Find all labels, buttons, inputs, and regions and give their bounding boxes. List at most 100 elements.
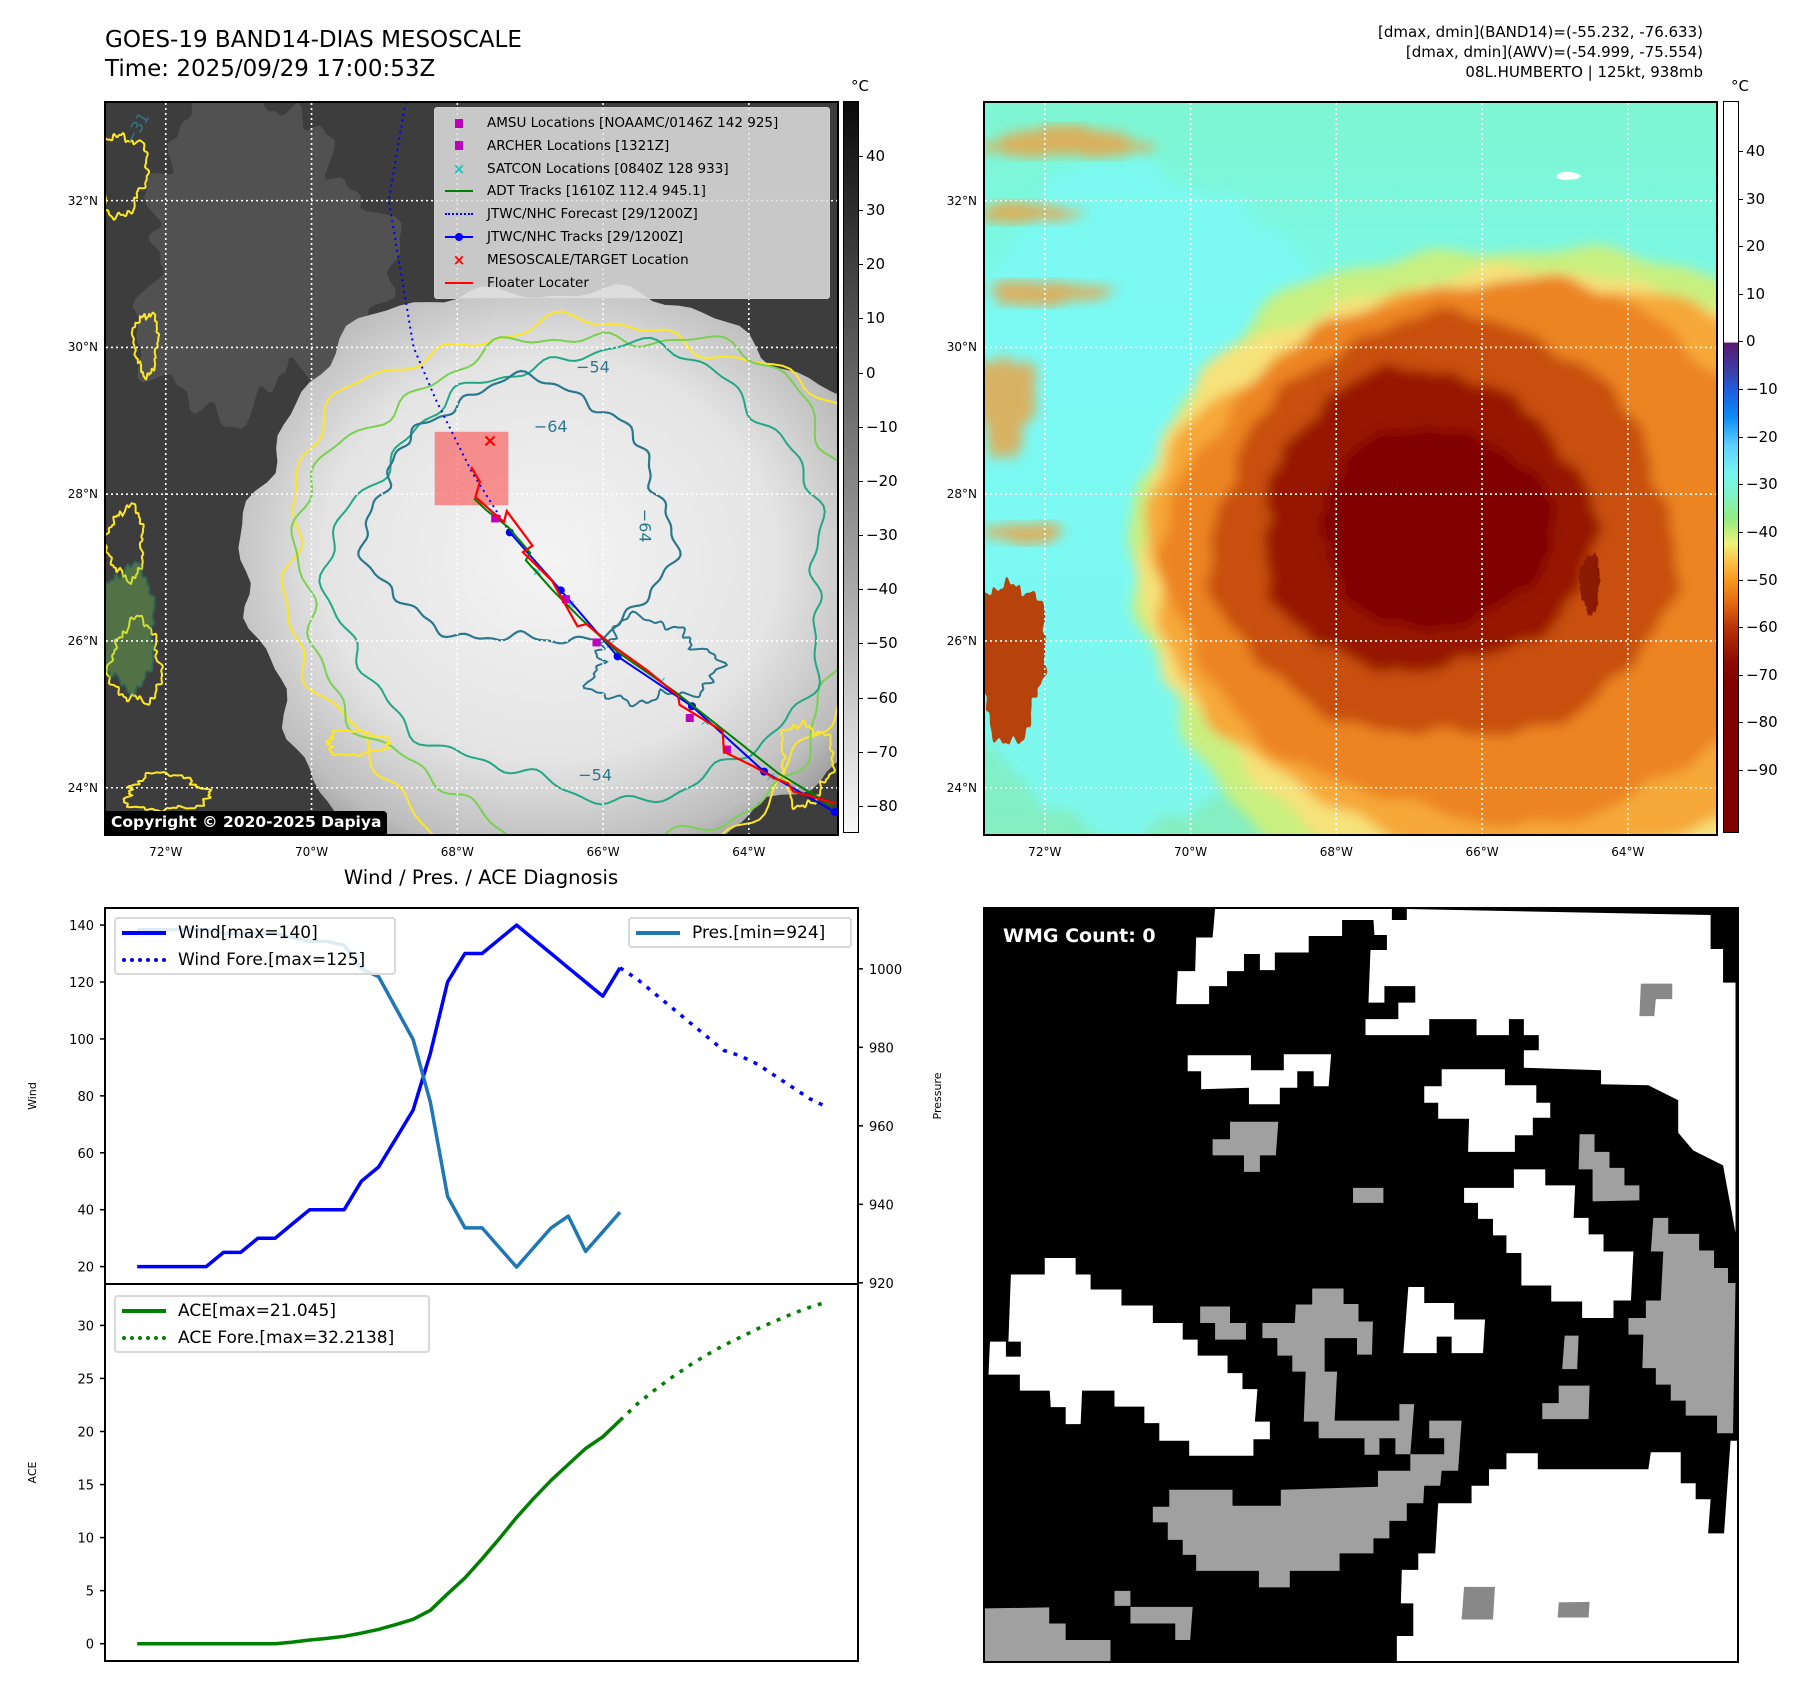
ace-axis-label: ACE xyxy=(26,1461,39,1483)
contour-line xyxy=(106,560,156,697)
latitude-label: 30°N xyxy=(946,340,977,355)
diagnostic-info: [dmax, dmin](BAND14)=(-55.232, -76.633) … xyxy=(1378,22,1703,82)
product-title: GOES-19 BAND14-DIAS MESOSCALE xyxy=(105,27,522,53)
colorbar-unit-left: °C xyxy=(851,77,869,95)
wmg-mask xyxy=(985,909,1737,1661)
series-line-pres- xyxy=(137,927,622,1269)
longitude-label: 66°W xyxy=(1465,845,1499,859)
wmg-count-label: WMG Count: 0 xyxy=(1003,925,1156,947)
colorbar-tick-label: 20 xyxy=(1738,237,1766,256)
colorbar-tick-label: 30 xyxy=(858,200,886,219)
map-legend-item: ARCHER Locations [1321Z] xyxy=(435,135,669,157)
satcon-marker: × xyxy=(532,564,543,579)
diagnosis-charts: 20406080100120140Wind9209409609801000Pre… xyxy=(26,907,944,1662)
wmg-dark-gray-regions xyxy=(1461,983,1673,1620)
floater-track xyxy=(470,466,836,805)
storm-cloud-layer xyxy=(1320,427,1556,632)
colorbar-tick-label: 0 xyxy=(1739,332,1756,351)
jtwc-track-point xyxy=(830,807,837,816)
convective-patch xyxy=(985,576,1048,745)
y-tick-label: 5 xyxy=(86,1585,94,1600)
y2-tick-label: 980 xyxy=(869,1041,894,1056)
map-legend-item: JTWC/NHC Tracks [29/1200Z] xyxy=(435,226,683,248)
satcon-marker: × xyxy=(700,715,711,730)
wind-legend: Wind[max=140] Wind Fore.[max=125] xyxy=(114,917,396,975)
y-tick-label: 15 xyxy=(77,1479,94,1494)
contour-label: −54 xyxy=(578,765,612,784)
latitude-label: 32°N xyxy=(946,193,977,208)
legend-square-icon xyxy=(439,141,479,151)
legend-swatch-wind-forecast xyxy=(122,957,166,962)
cirrus-streak xyxy=(985,201,1086,224)
longitude-label: 72°W xyxy=(1028,845,1062,859)
amsu-archer-marker xyxy=(561,595,570,604)
y-tick-label: 60 xyxy=(77,1147,94,1162)
latitude-label: 30°N xyxy=(67,340,98,355)
colorbar-unit-right: °C xyxy=(1731,77,1749,95)
colorbar-tick-label: −30 xyxy=(859,526,898,545)
pressure-legend: Pres.[min=924] xyxy=(628,917,852,948)
y-tick-label: 10 xyxy=(77,1532,94,1547)
colorbar-tick-label: −50 xyxy=(859,634,898,653)
colorbar-tick-label: −10 xyxy=(859,417,898,436)
map-legend-label: JTWC/NHC Forecast [29/1200Z] xyxy=(487,206,698,223)
cirrus-streak xyxy=(985,280,1116,307)
grayscale-colorbar xyxy=(843,101,859,833)
band14-range: [dmax, dmin](BAND14)=(-55.232, -76.633) xyxy=(1378,23,1703,41)
legend-swatch-pressure xyxy=(636,930,680,935)
figure-title: GOES-19 BAND14-DIAS MESOSCALE Time: 2025… xyxy=(105,26,522,84)
map-legend-label: JTWC/NHC Tracks [29/1200Z] xyxy=(487,229,684,245)
storm-summary: 08L.HUMBERTO | 125kt, 938mb xyxy=(1465,63,1703,81)
y-tick-label: 100 xyxy=(69,1033,94,1048)
pressure-axis-label: Pressure xyxy=(931,1072,944,1119)
awv-range: [dmax, dmin](AWV)=(-54.999, -75.554) xyxy=(1405,43,1703,61)
colorbar-tick-label: −20 xyxy=(1739,427,1778,446)
cirrus-streak xyxy=(985,522,1069,545)
map-legend-label: AMSU Locations [NOAAMC/0146Z 142 925] xyxy=(487,115,779,131)
y2-tick-label: 940 xyxy=(869,1198,894,1213)
legend-swatch-ace xyxy=(122,1308,166,1313)
latitude-label: 26°N xyxy=(946,633,977,648)
contour-line xyxy=(122,771,213,813)
map-legend-item: AMSU Locations [NOAAMC/0146Z 142 925] xyxy=(435,112,778,134)
map-legend: AMSU Locations [NOAAMC/0146Z 142 925] ARC… xyxy=(434,107,830,299)
timestamp: Time: 2025/09/29 17:00:53Z xyxy=(105,56,436,82)
colorbar-tick-label: −70 xyxy=(859,742,898,761)
chart-title: Wind / Pres. / ACE Diagnosis xyxy=(343,866,619,889)
colorbar-tick-label: −20 xyxy=(859,471,898,490)
contour-label: −54 xyxy=(576,357,610,376)
ace-legend: ACE[max=21.045] ACE Fore.[max=32.2138] xyxy=(114,1295,430,1353)
map-legend-label: ADT Tracks [1610Z 112.4 945.1] xyxy=(487,183,706,200)
colorbar-tick-label: −80 xyxy=(1739,713,1778,732)
legend-swatch-ace-forecast xyxy=(122,1335,166,1340)
map-legend-item: Floater Locater xyxy=(435,272,589,294)
legend-dotted-icon xyxy=(439,213,479,216)
legend-x-icon: × xyxy=(452,250,466,269)
wmg-panel: WMG Count: 0 xyxy=(983,907,1739,1663)
longitude-label: 68°W xyxy=(1319,845,1353,859)
y-tick-label: 140 xyxy=(69,919,94,934)
legend-line-icon xyxy=(439,281,479,284)
forecast-track xyxy=(387,103,511,533)
color-map-canvas xyxy=(985,103,1716,834)
colorbar-tick-label: −60 xyxy=(859,688,898,707)
y-tick-label: 30 xyxy=(77,1319,94,1334)
amsu-archer-marker xyxy=(685,714,694,723)
map-legend-item: ADT Tracks [1610Z 112.4 945.1] xyxy=(435,180,706,202)
satcon-marker: × xyxy=(565,597,576,612)
y-tick-label: 80 xyxy=(77,1090,94,1105)
graticule xyxy=(985,103,1716,834)
colorbar-tick-label: −10 xyxy=(1739,380,1778,399)
contour-line xyxy=(280,310,837,834)
colorbar-tick-label: −80 xyxy=(859,797,898,816)
amsu-archer-marker xyxy=(722,745,731,754)
color-colorbar xyxy=(1723,101,1739,833)
latitude-label: 24°N xyxy=(67,780,98,795)
colorbar-tick-label: 10 xyxy=(858,309,886,328)
y-tick-label: 120 xyxy=(69,976,94,991)
legend-label-wind: Wind[max=140] xyxy=(178,922,318,943)
legend-label-ace-forecast: ACE Fore.[max=32.2138] xyxy=(178,1327,395,1348)
y2-tick-label: 920 xyxy=(869,1277,894,1292)
contour-line xyxy=(106,614,164,706)
target-marker: × xyxy=(483,431,498,452)
